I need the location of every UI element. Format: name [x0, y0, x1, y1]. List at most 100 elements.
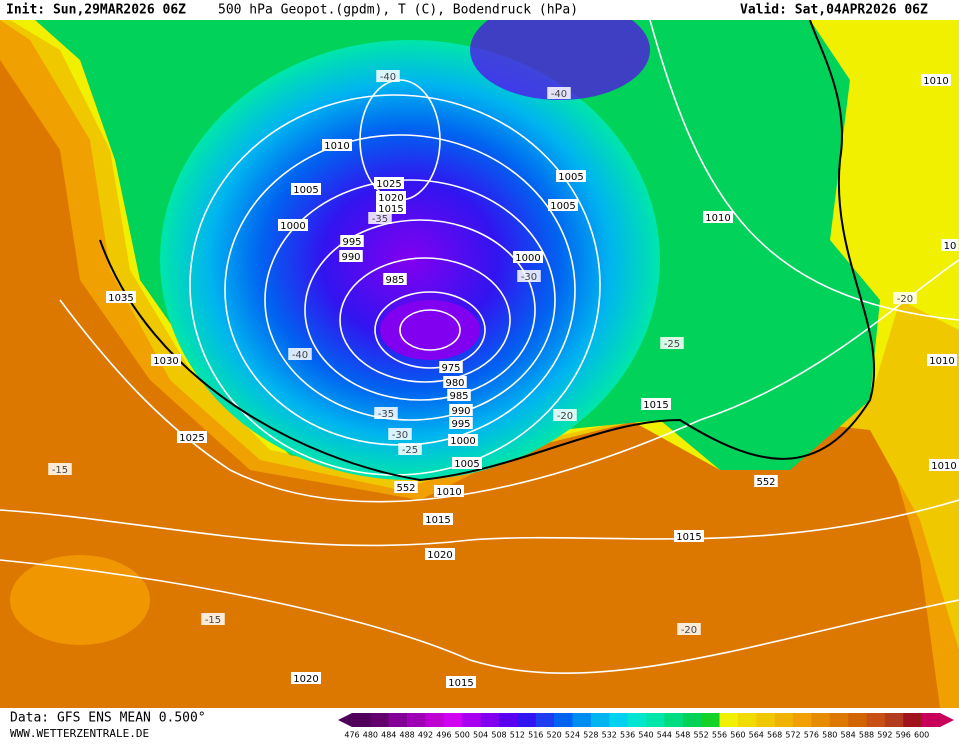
colorbar-swatch: [682, 713, 702, 727]
temperature-label-box: [374, 407, 398, 419]
colorbar-end: [338, 713, 352, 727]
colorbar-swatch: [737, 713, 757, 727]
colorbar-swatch: [701, 713, 720, 727]
colorbar-end: [940, 713, 954, 727]
isobar-label-box: [339, 250, 363, 262]
temperature-label: -20: [897, 294, 913, 305]
isobar-label-box: [446, 676, 476, 688]
isobar-label-box: [425, 548, 455, 560]
colorbar-swatch: [407, 713, 426, 727]
isobar-label: 1000: [280, 221, 305, 232]
temperature-label-box: [660, 337, 684, 349]
temperature-label-box: [48, 463, 72, 475]
colorbar-swatch: [829, 713, 849, 727]
temperature-label-box: [893, 292, 917, 304]
colorbar-swatch: [590, 713, 610, 727]
colorbar-label: 564: [749, 731, 764, 740]
colorbar-swatch: [462, 713, 481, 727]
map-labels: 1010100510009959909851025102010151000100…: [48, 70, 959, 689]
colorbar-swatch: [774, 713, 794, 727]
isobar-label: 1010: [923, 76, 948, 87]
isobar-label: 1035: [108, 293, 133, 304]
temperature-label-box: [376, 70, 400, 82]
temperature-label: -20: [557, 411, 573, 422]
colorbar-label: 568: [767, 731, 782, 740]
isobar-label-box: [340, 235, 364, 247]
isobar-label: 995: [451, 419, 470, 430]
colorbar-swatch: [352, 713, 371, 727]
temperature-label: -20: [681, 625, 697, 636]
isobar-label-box: [443, 376, 467, 388]
map-title: 500 hPa Geopot.(gpdm), T (C), Bodendruck…: [218, 3, 578, 18]
temperature-label-box: [547, 87, 571, 99]
isobar-label: 985: [385, 275, 404, 286]
colorbar-label: 552: [693, 731, 708, 740]
colorbar-swatch: [517, 713, 537, 727]
init-time: Init: Sun,29MAR2026 06Z: [6, 3, 186, 18]
isobar-label: 1010: [436, 487, 461, 498]
temperature-label-box: [677, 623, 701, 635]
temperature-label-box: [553, 409, 577, 421]
colorbar-label: 600: [914, 731, 929, 740]
isobar-label: 1015: [676, 532, 701, 543]
isobar-label: 1025: [179, 433, 204, 444]
colorbar-swatch: [719, 713, 739, 727]
map: [0, 20, 959, 708]
colorbar-label: 476: [344, 731, 359, 740]
isobar-label: 1005: [454, 459, 479, 470]
colorbar-label: 584: [840, 731, 855, 740]
colorbar-swatch: [921, 713, 941, 727]
isobar-label: 1005: [293, 185, 318, 196]
isobar-label-box: [278, 219, 308, 231]
colorbar-label: 540: [638, 731, 653, 740]
temperature-label-box: [517, 270, 541, 282]
temperature-label: -15: [205, 615, 221, 626]
colorbar-label: 512: [510, 731, 525, 740]
colorbar-swatch: [866, 713, 886, 727]
isobar-label-box: [556, 170, 586, 182]
colorbar-swatch: [499, 713, 518, 727]
isobar-label: 1020: [378, 193, 403, 204]
isobar-label-box: [376, 191, 406, 203]
isobar-label: 1010: [324, 141, 349, 152]
colorbar-label: 524: [565, 731, 580, 740]
colorbar-label: 588: [859, 731, 874, 740]
temperature-label: -30: [521, 272, 537, 283]
isobar-label-box: [548, 199, 578, 211]
colorbar-label: 480: [363, 731, 378, 740]
isobar-label: 990: [341, 252, 360, 263]
isobar-label: 1000: [450, 436, 475, 447]
isobar-label-box: [434, 485, 464, 497]
isobar-label-box: [291, 183, 321, 195]
colorbar: 476 480 484 488 492 496 500 504 508 512 516 520 524 5…: [338, 713, 954, 740]
isobar-label-box: [291, 672, 321, 684]
colorbar-label: 580: [822, 731, 837, 740]
colorbar-swatch: [627, 713, 647, 727]
isobar-label-box: [449, 404, 473, 416]
isobar-label-box: [449, 417, 473, 429]
isobar-label: 1015: [378, 204, 403, 215]
temperature-label: -35: [378, 409, 394, 420]
colorbar-swatch: [811, 713, 831, 727]
isobar-label-box: [754, 475, 778, 487]
temperature-label: -15: [52, 465, 68, 476]
valid-time: Valid: Sat,04APR2026 06Z: [740, 3, 928, 18]
isobar-label: 1015: [425, 515, 450, 526]
colorbar-label: 560: [730, 731, 745, 740]
isobar-label-box: [423, 513, 453, 525]
website: WWW.WETTERZENTRALE.DE: [10, 727, 149, 740]
temperature-label-box: [368, 212, 392, 224]
colorbar-label: 544: [657, 731, 672, 740]
colorbar-label: 488: [399, 731, 414, 740]
temperature-label-box: [288, 348, 312, 360]
isobar-label: 985: [449, 391, 468, 402]
colorbar-swatch: [370, 713, 390, 727]
colorbar-label: 496: [436, 731, 451, 740]
temperature-label: -25: [402, 445, 418, 456]
colorbar-swatch: [609, 713, 628, 727]
colorbar-label: 528: [583, 731, 598, 740]
colorbar-label: 516: [528, 731, 543, 740]
isobar-label: 1010: [929, 356, 954, 367]
temperature-label: -25: [664, 339, 680, 350]
isobar-label: 10: [944, 241, 957, 252]
